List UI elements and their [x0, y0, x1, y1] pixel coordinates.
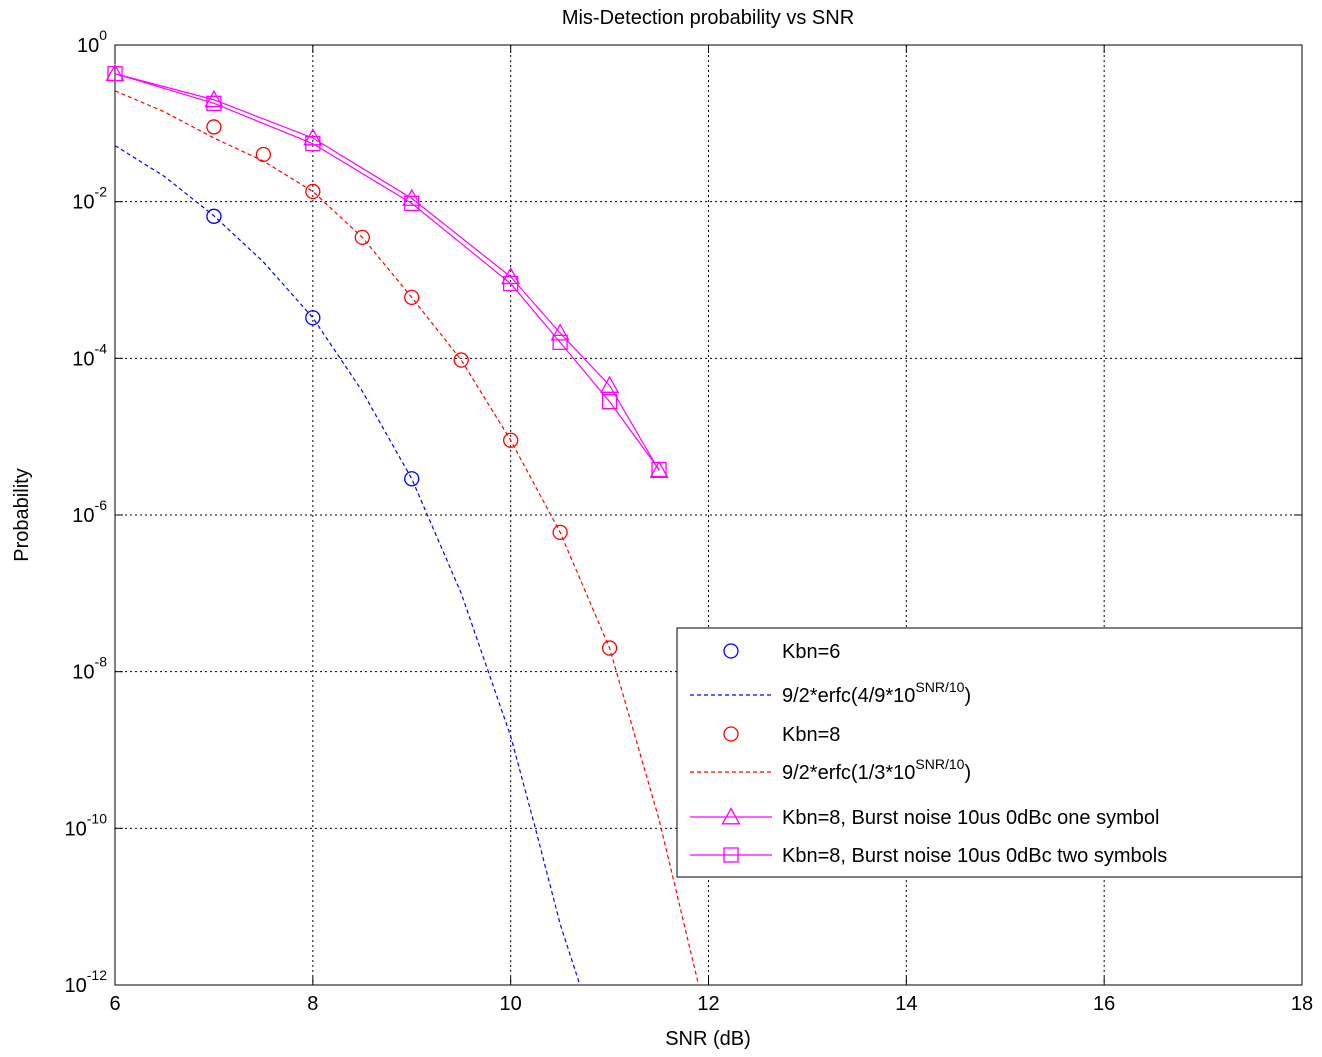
- data-point: [651, 461, 667, 478]
- legend-item: 9/2*erfc(1/3*10SNR/10): [690, 756, 971, 784]
- axis-ticks: 6 8 10 12 14 16 18 100 10-2 10-4 10-6 10-8 10-10 10-1…: [65, 27, 1314, 1015]
- data-point: [404, 195, 420, 212]
- data-point: [204, 89, 224, 108]
- legend-label: Kbn=8: [782, 724, 840, 746]
- legend-item: 9/2*erfc(4/9*10SNR/10): [690, 679, 971, 707]
- series-line: [114, 73, 660, 471]
- data-point: [503, 275, 519, 292]
- y-tick-label: 10-6: [72, 497, 107, 527]
- data-point: [404, 289, 420, 306]
- y-tick-label: 10-4: [72, 340, 107, 370]
- data-point: [649, 460, 669, 478]
- series-0: [206, 208, 420, 487]
- legend-box: [676, 627, 1303, 878]
- data-point: [552, 334, 568, 350]
- x-tick-label: 10: [500, 993, 522, 1015]
- data-point: [601, 393, 618, 410]
- legend-marker: [721, 807, 741, 825]
- chart-title: Mis-Detection probability vs SNR: [562, 7, 854, 29]
- data-point: [453, 352, 469, 368]
- y-tick-label: 10-2: [72, 184, 107, 214]
- series-layer: [105, 63, 700, 986]
- data-point: [206, 208, 222, 224]
- legend-marker: [723, 847, 739, 863]
- data-point: [305, 136, 321, 152]
- legend-marker: [723, 726, 739, 742]
- grid: [115, 45, 1302, 985]
- legend-item: Kbn=8: [723, 724, 840, 746]
- x-tick-label: 14: [895, 993, 917, 1015]
- legend-label: 9/2*erfc(4/9*10SNR/10): [782, 679, 971, 707]
- data-point: [599, 375, 620, 393]
- data-point: [550, 323, 570, 341]
- legend-item: Kbn=8, Burst noise 10us 0dBc one symbol: [690, 807, 1159, 829]
- legend-item: Kbn=8, Burst noise 10us 0dBc two symbols: [690, 845, 1167, 867]
- data-point: [206, 119, 222, 135]
- y-tick-label: 10-12: [65, 967, 108, 997]
- x-tick-label: 6: [109, 993, 120, 1015]
- data-point: [206, 95, 222, 111]
- series-1: [114, 145, 581, 986]
- y-tick-label: 10-8: [72, 654, 107, 684]
- legend-label: Kbn=6: [782, 641, 840, 663]
- x-tick-label: 8: [307, 993, 318, 1015]
- legend-label: Kbn=8, Burst noise 10us 0dBc two symbols: [782, 845, 1167, 867]
- legend-item: Kbn=6: [723, 641, 840, 663]
- series-line: [114, 73, 660, 470]
- data-point: [305, 183, 321, 200]
- series-2: [206, 119, 618, 656]
- legend-marker: [723, 643, 739, 659]
- x-tick-label: 18: [1291, 993, 1313, 1015]
- legend-label: Kbn=8, Burst noise 10us 0dBc one symbol: [782, 807, 1159, 829]
- data-point: [402, 188, 422, 206]
- data-point: [305, 310, 321, 326]
- data-point: [354, 229, 370, 246]
- y-axis-title: Probability: [11, 468, 33, 561]
- y-tick-label: 100: [77, 27, 107, 57]
- data-point: [601, 640, 618, 656]
- x-tick-label: 16: [1093, 993, 1115, 1015]
- series-line: [114, 145, 581, 986]
- legend-label: 9/2*erfc(1/3*10SNR/10): [782, 756, 971, 784]
- y-tick-label: 10-10: [65, 810, 108, 840]
- data-point: [503, 432, 519, 448]
- x-tick-label: 12: [697, 993, 719, 1015]
- series-3: [114, 90, 700, 986]
- data-point: [404, 471, 420, 487]
- x-axis-title: SNR (dB): [665, 1028, 751, 1050]
- series-5: [107, 66, 667, 478]
- data-point: [107, 66, 123, 82]
- series-line: [114, 90, 700, 986]
- legend: Kbn=6 9/2*erfc(4/9*10SNR/10) Kbn=8 9/2*erfc…: [676, 627, 1303, 878]
- data-point: [552, 524, 568, 541]
